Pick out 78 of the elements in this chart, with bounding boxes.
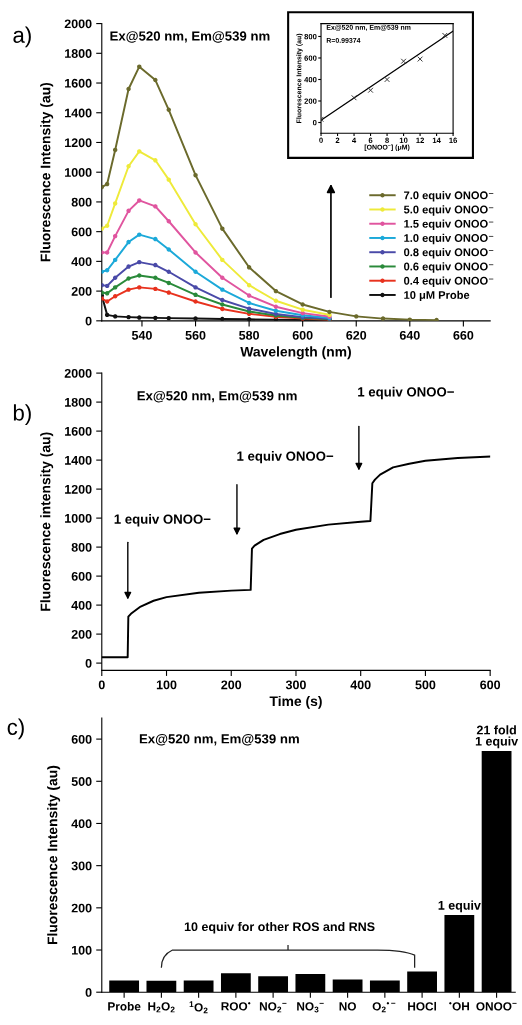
y-tick-label: 300 xyxy=(71,861,92,871)
annotation: Ex@520 nm, Em@539 nm xyxy=(110,31,270,43)
text: b) xyxy=(13,404,31,426)
legend-label: 5.0 equiv ONOO⁻ xyxy=(403,205,494,216)
x-tick-label: 100 xyxy=(156,680,177,690)
x-tick-label: 300 xyxy=(285,680,306,690)
y-tick-label: 600 xyxy=(71,571,92,581)
y-tick-label: 2000 xyxy=(64,19,92,29)
x-tick-label: Probe xyxy=(108,1001,141,1011)
x-tick-label: 660 xyxy=(453,330,474,340)
x-tick-label: 600 xyxy=(480,680,501,690)
y-tick-label: 100 xyxy=(72,945,92,955)
x-tick-label: 200 xyxy=(221,680,242,690)
y-tick-label: 800 xyxy=(71,542,92,552)
y-tick-label: 1800 xyxy=(65,397,92,407)
x-tick-label: HOCl xyxy=(408,1001,437,1011)
legend-label: 1.5 equiv ONOO⁻ xyxy=(404,219,494,230)
annotation: 1 equiv xyxy=(438,900,481,913)
y-tick-label: 0 xyxy=(85,658,92,668)
annotation: 10 equiv for other ROS and RNS xyxy=(184,921,375,934)
x-tick-label: $^{•}$OH xyxy=(449,1002,470,1011)
y-tick-label: 400 xyxy=(71,257,92,267)
text: c) xyxy=(7,718,24,740)
annotation: Ex@520 nm, Em@539 nm xyxy=(139,733,299,746)
y-tick-label: 1600 xyxy=(65,78,92,88)
annotation: 1 equiv ONOO− xyxy=(237,451,334,464)
y-tick-label: 600 xyxy=(71,734,92,744)
x-tick-label: 640 xyxy=(399,330,420,340)
x-tick-label: $^{1}$O$_{2}$ xyxy=(189,1001,208,1014)
x-tick-label: O$_{2}$$^{•−}$ xyxy=(372,1002,396,1013)
x-tick-label: 580 xyxy=(239,330,260,340)
y-tick-label: 800 xyxy=(71,197,92,207)
legend-label: 0.8 equiv ONOO⁻ xyxy=(404,248,494,259)
annotation: 1 equiv ONOO− xyxy=(358,386,454,400)
x-tick-label: 0 xyxy=(98,680,105,690)
x-tick-label: H$_{2}$O$_{2}$ xyxy=(148,1002,175,1013)
legend-label: 0.4 equiv ONOO⁻ xyxy=(404,276,494,287)
x-tick-label: 540 xyxy=(131,330,152,340)
y-tick-label: 1000 xyxy=(65,168,92,177)
text: a) xyxy=(13,26,31,48)
legend-label: 1.0 equiv ONOO⁻ xyxy=(404,233,494,245)
x-tick-label: NO$_{3}$$^{−}$ xyxy=(297,1002,324,1013)
y-tick-label: 1400 xyxy=(65,108,92,118)
y-tick-label: 1200 xyxy=(65,484,92,494)
x-tick-label: ROO$^{•}$ xyxy=(221,1002,251,1011)
y-tick-label: 500 xyxy=(71,777,92,786)
x-tick-label: 400 xyxy=(350,680,371,690)
annotation: 21 fold 1 equiv xyxy=(475,725,519,749)
x-tick-label: 560 xyxy=(185,330,206,340)
legend-label: 7.0 equiv ONOO⁻ xyxy=(404,191,494,202)
y-tick-label: 400 xyxy=(71,600,92,610)
y-tick-label: 200 xyxy=(71,286,92,296)
y-tick-label: 1400 xyxy=(65,455,92,465)
y-tick-label: 2000 xyxy=(64,368,92,378)
legend-label: 10 μM Probe xyxy=(404,290,470,302)
x-tick-label: NO xyxy=(339,1002,356,1011)
y-tick-label: 1000 xyxy=(65,513,92,523)
x-tick-label: 620 xyxy=(346,330,367,340)
y-tick-label: 200 xyxy=(71,629,92,639)
y-axis-title: Fluorescence Intensity (au) xyxy=(40,82,54,262)
x-tick-label: 500 xyxy=(415,680,436,690)
y-tick-label: 1200 xyxy=(65,138,92,148)
annotation: Ex@520 nm, Em@539 nm xyxy=(137,390,297,403)
legend-label: 0.6 equiv ONOO⁻ xyxy=(404,262,494,273)
x-axis-title: Time (s) xyxy=(269,695,322,709)
x-tick-label: NO$_{2}$$^{−}$ xyxy=(259,1002,287,1013)
y-tick-label: 200 xyxy=(71,903,92,913)
y-tick-label: 400 xyxy=(71,819,92,829)
y-tick-label: 1800 xyxy=(65,49,92,58)
x-axis-title: Wavelength (nm) xyxy=(240,346,351,360)
y-tick-label: 0 xyxy=(85,316,92,326)
y-tick-label: 600 xyxy=(71,227,92,237)
annotation: 1 equiv ONOO− xyxy=(114,514,211,527)
x-tick-label: ONOO$^{−}$ xyxy=(476,1002,517,1011)
y-tick-label: 1600 xyxy=(65,426,92,436)
y-axis-title: Fluorescence Intensity (au) xyxy=(47,765,61,945)
y-tick-label: 0 xyxy=(85,988,92,997)
y-axis-title: Fluorescence intensity (au) xyxy=(40,432,54,611)
